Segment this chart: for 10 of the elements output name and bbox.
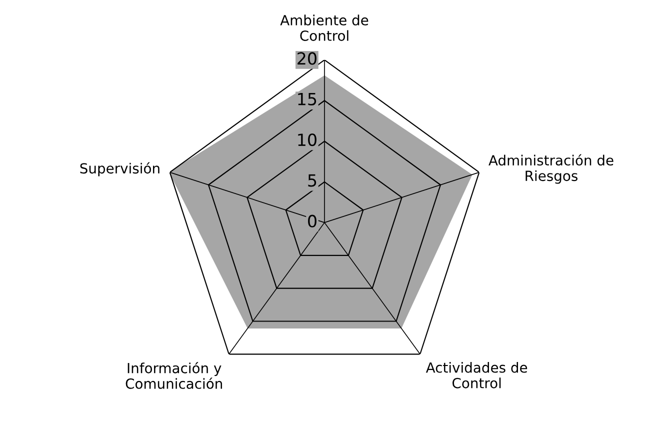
spoke-label: Supervisión xyxy=(80,162,160,176)
y-tick-label: 5 xyxy=(308,174,316,187)
y-tick-label: 15 xyxy=(298,93,316,106)
spoke-label: Ambiente de Control xyxy=(280,14,368,41)
spoke-label: Administración de Riesgos xyxy=(488,154,614,184)
spoke-label: Información y Comunicación xyxy=(126,362,222,389)
y-tick-label: 0 xyxy=(308,214,316,228)
y-tick-label: 20 xyxy=(298,52,316,65)
spoke-label: Actividades de Control xyxy=(426,362,528,388)
y-tick-label: 10 xyxy=(298,133,316,146)
